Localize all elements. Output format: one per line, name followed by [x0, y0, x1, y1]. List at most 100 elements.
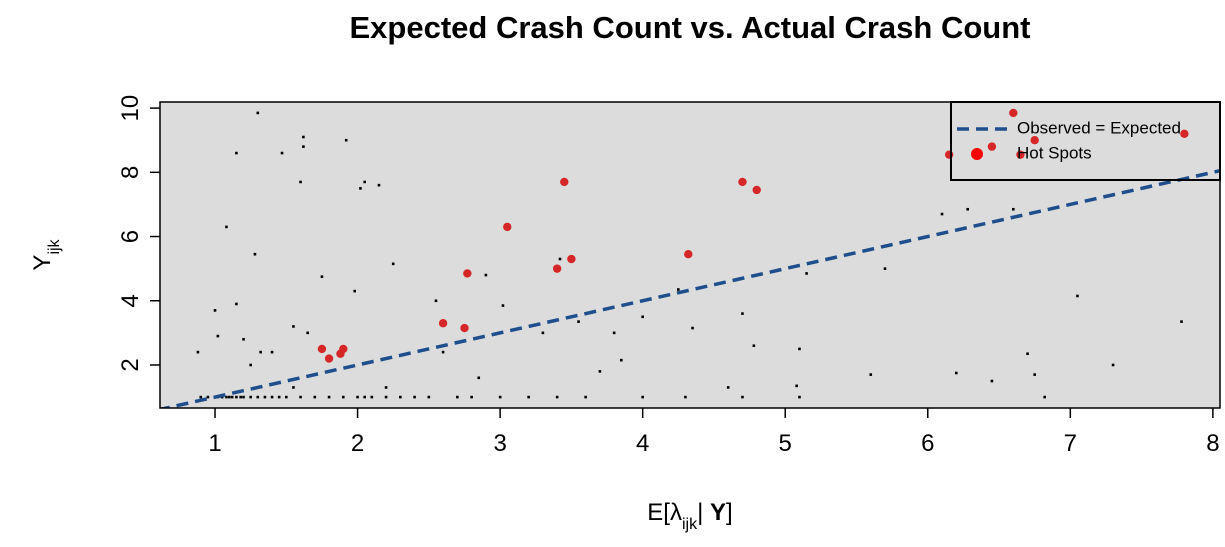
data-point — [235, 302, 238, 306]
hot-spot-point — [552, 264, 562, 273]
data-point — [990, 379, 994, 383]
data-point — [363, 180, 367, 184]
data-point — [413, 395, 416, 399]
hot-spot-point — [987, 142, 997, 151]
hot-spot-point — [1016, 150, 1025, 159]
x-tick-label: 4 — [636, 430, 649, 457]
data-point — [256, 111, 260, 115]
data-point — [612, 331, 616, 335]
y-tick-label: 6 — [117, 230, 144, 243]
data-point — [225, 225, 228, 229]
data-point — [1111, 363, 1115, 367]
data-point — [242, 337, 245, 341]
data-point — [216, 334, 220, 338]
data-point — [253, 252, 257, 256]
hot-spot-point — [560, 177, 569, 187]
data-point — [477, 376, 481, 380]
data-point — [239, 395, 242, 399]
data-point — [259, 350, 262, 354]
data-point — [384, 386, 388, 389]
data-point — [313, 395, 317, 399]
data-point — [292, 386, 295, 389]
hot-spot-point — [944, 150, 954, 159]
data-point — [302, 135, 305, 139]
hot-spot-point — [738, 177, 747, 187]
y-tick-label: 10 — [117, 95, 144, 122]
data-point — [498, 395, 502, 399]
data-point — [384, 395, 388, 399]
x-tick-label: 8 — [1206, 430, 1219, 457]
y-axis-label-part: Y — [29, 255, 56, 271]
data-point — [805, 272, 808, 275]
data-point — [280, 151, 284, 155]
data-point — [441, 350, 445, 354]
hot-spot-point — [1009, 108, 1018, 118]
legend-label: Observed = Expected — [1017, 118, 1181, 137]
data-point — [584, 395, 587, 399]
data-point — [798, 395, 801, 399]
data-point — [741, 312, 744, 315]
data-point — [377, 183, 381, 187]
data-point — [342, 395, 345, 399]
x-axis-label-part: Y — [710, 499, 726, 526]
data-point — [206, 395, 210, 399]
x-tick-label: 7 — [1064, 430, 1077, 457]
data-point — [527, 395, 530, 399]
data-point — [356, 395, 359, 399]
data-point — [353, 289, 357, 293]
data-point — [691, 326, 694, 330]
data-point — [677, 288, 680, 291]
data-point — [270, 350, 274, 354]
x-tick-label: 1 — [208, 430, 221, 457]
data-point — [598, 370, 602, 373]
data-point — [1180, 320, 1183, 323]
data-point — [306, 331, 309, 335]
data-point — [558, 257, 562, 261]
data-point — [327, 395, 331, 399]
hot-spot-point — [324, 354, 334, 363]
hot-spot-point — [460, 323, 469, 333]
data-point — [726, 386, 730, 389]
hot-spot-point — [438, 319, 448, 328]
data-point — [249, 395, 252, 399]
y-tick-label: 2 — [117, 358, 144, 371]
data-point — [292, 325, 295, 328]
data-point — [359, 187, 362, 190]
data-point — [619, 358, 623, 362]
data-point — [1026, 352, 1029, 356]
data-point — [320, 275, 324, 278]
hot-spot-point — [463, 269, 472, 278]
data-point — [284, 395, 288, 399]
data-point — [227, 395, 231, 399]
data-point — [470, 395, 473, 399]
data-point — [213, 309, 217, 312]
data-point — [391, 262, 395, 266]
data-point — [225, 395, 228, 399]
data-point — [641, 315, 644, 319]
data-point — [263, 395, 267, 399]
data-point — [501, 304, 505, 307]
data-point — [1033, 373, 1036, 376]
data-point — [1076, 294, 1079, 298]
data-point — [427, 395, 431, 399]
hot-spot-point — [684, 249, 693, 259]
data-point — [684, 395, 687, 399]
hot-spot-point — [1030, 136, 1039, 145]
x-tick-label: 5 — [779, 430, 792, 457]
data-point — [344, 138, 348, 142]
data-point — [752, 344, 756, 348]
x-tick-label: 2 — [351, 430, 364, 457]
data-point — [196, 350, 200, 354]
y-tick-label: 8 — [117, 166, 144, 179]
hot-spot-point — [503, 222, 512, 232]
chart-title: Expected Crash Count vs. Actual Crash Co… — [350, 10, 1031, 45]
x-tick-label: 3 — [493, 430, 506, 457]
x-axis-label-part: E[λ — [647, 499, 682, 526]
data-point — [230, 395, 234, 399]
data-point — [798, 347, 801, 351]
data-point — [235, 151, 238, 155]
data-point — [249, 363, 252, 367]
hot-spot-point — [339, 344, 348, 354]
data-point — [555, 395, 559, 399]
x-axis-label-part: ] — [726, 499, 733, 526]
